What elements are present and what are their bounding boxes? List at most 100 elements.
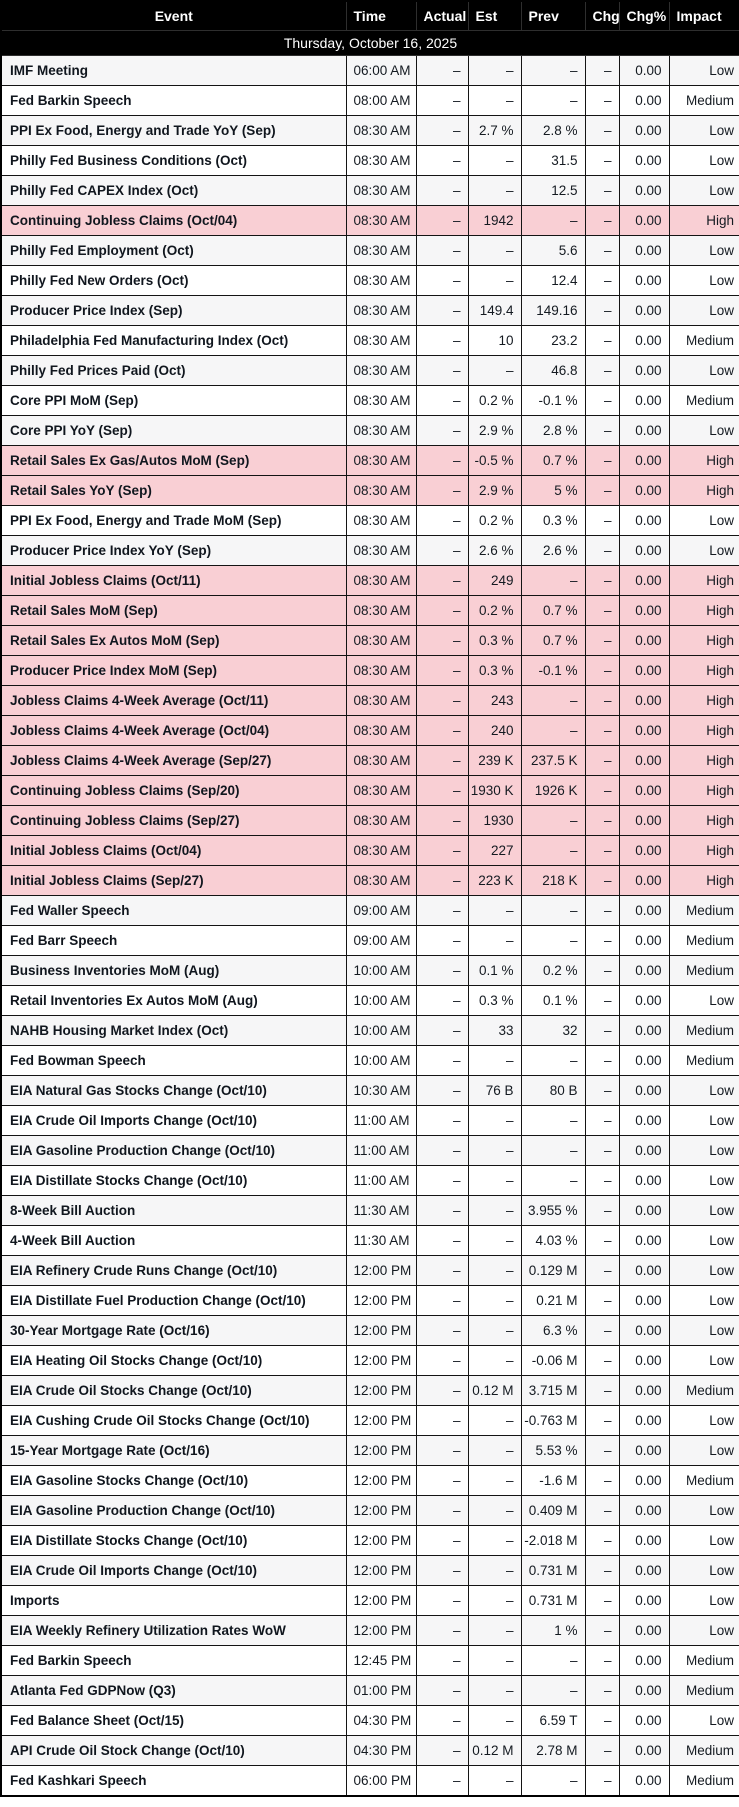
table-row[interactable]: EIA Weekly Refinery Utilization Rates Wo… [0,1615,739,1646]
actual-cell: – [415,1015,469,1046]
table-row[interactable]: Philly Fed Prices Paid (Oct) 08:30 AM – –46… [0,355,739,386]
table-row[interactable]: Imports 12:00 PM – –0.731 M –0.00 Low [0,1585,739,1616]
table-row[interactable]: EIA Distillate Fuel Production Change (O… [0,1285,739,1316]
impact-cell: Medium [668,1765,739,1797]
table-row[interactable]: Jobless Claims 4-Week Average (Sep/27) 08… [0,745,739,776]
table-row[interactable]: 30-Year Mortgage Rate (Oct/16) 12:00 PM – –… [0,1315,739,1346]
table-row[interactable]: Philly Fed CAPEX Index (Oct) 08:30 AM – –12… [0,175,739,206]
time-cell: 11:00 AM [345,1165,417,1196]
table-row[interactable]: EIA Natural Gas Stocks Change (Oct/10) 10… [0,1075,739,1106]
table-row[interactable]: Continuing Jobless Claims (Sep/20) 08:30 … [0,775,739,806]
table-row[interactable]: NAHB Housing Market Index (Oct) 10:00 AM –… [0,1015,739,1046]
table-row[interactable]: Producer Price Index (Sep) 08:30 AM –149.4… [0,295,739,326]
table-row[interactable]: 8-Week Bill Auction 11:30 AM – –3.955 % –0.0… [0,1195,739,1226]
chg_pct-cell: 0.00 [618,1375,670,1406]
est-cell: – [467,1135,522,1166]
table-row[interactable]: Fed Balance Sheet (Oct/15) 04:30 PM – –6.59… [0,1705,739,1736]
table-row[interactable]: Atlanta Fed GDPNow (Q3) 01:00 PM – – – –0.00 M… [0,1675,739,1706]
table-row[interactable]: EIA Distillate Stocks Change (Oct/10) 11:… [0,1165,739,1196]
prev-cell: – [520,55,586,86]
impact-cell: Medium [668,1375,739,1406]
table-row[interactable]: API Crude Oil Stock Change (Oct/10) 04:30… [0,1735,739,1766]
table-row[interactable]: Fed Barkin Speech 12:45 PM – – – –0.00 Medium [0,1645,739,1676]
time-cell: 12:00 PM [345,1615,417,1646]
table-row[interactable]: EIA Gasoline Stocks Change (Oct/10) 12:00… [0,1465,739,1496]
table-row[interactable]: Philly Fed Business Conditions (Oct) 08:3… [0,145,739,176]
table-row[interactable]: Fed Barr Speech 09:00 AM – – – –0.00 Medium [0,925,739,956]
chg_pct-cell: 0.00 [618,445,670,476]
table-row[interactable]: Initial Jobless Claims (Oct/04) 08:30 AM –… [0,835,739,866]
chg_pct-cell: 0.00 [618,1555,670,1586]
table-row[interactable]: 15-Year Mortgage Rate (Oct/16) 12:00 PM – –… [0,1435,739,1466]
impact-cell: High [668,745,739,776]
prev-cell: 5.6 [520,235,586,266]
table-row[interactable]: EIA Distillate Stocks Change (Oct/10) 12:… [0,1525,739,1556]
actual-cell: – [415,475,469,506]
event-cell: Imports [0,1585,347,1616]
table-row[interactable]: Retail Sales Ex Gas/Autos MoM (Sep) 08:30… [0,445,739,476]
est-cell: 223 K [467,865,522,896]
table-row[interactable]: Producer Price Index MoM (Sep) 08:30 AM –0… [0,655,739,686]
table-row[interactable]: Initial Jobless Claims (Oct/11) 08:30 AM –… [0,565,739,596]
time-cell: 08:30 AM [345,325,417,356]
event-cell: Fed Kashkari Speech [0,1765,347,1797]
actual-cell: – [415,205,469,236]
prev-cell: 0.731 M [520,1585,586,1616]
time-cell: 08:30 AM [345,145,417,176]
prev-cell: 12.4 [520,265,586,296]
table-row[interactable]: Core PPI MoM (Sep) 08:30 AM –0.2 % -0.1 % –0… [0,385,739,416]
table-row[interactable]: Fed Kashkari Speech 06:00 PM – – – –0.00 Mediu… [0,1765,739,1797]
event-cell: Initial Jobless Claims (Sep/27) [0,865,347,896]
est-cell: – [467,1645,522,1676]
table-row[interactable]: Philly Fed New Orders (Oct) 08:30 AM – –12.… [0,265,739,296]
table-row[interactable]: EIA Cushing Crude Oil Stocks Change (Oct… [0,1405,739,1436]
table-row[interactable]: Producer Price Index YoY (Sep) 08:30 AM –2… [0,535,739,566]
table-row[interactable]: Jobless Claims 4-Week Average (Oct/11) 08… [0,685,739,716]
chg-cell: – [584,1675,620,1706]
actual-cell: – [415,1435,469,1466]
prev-cell: 0.1 % [520,985,586,1016]
event-cell: Producer Price Index YoY (Sep) [0,535,347,566]
table-row[interactable]: EIA Heating Oil Stocks Change (Oct/10) 12… [0,1345,739,1376]
table-row[interactable]: Continuing Jobless Claims (Sep/27) 08:30 … [0,805,739,836]
table-row[interactable]: EIA Refinery Crude Runs Change (Oct/10) 1… [0,1255,739,1286]
table-row[interactable]: Business Inventories MoM (Aug) 10:00 AM –0… [0,955,739,986]
event-cell: EIA Cushing Crude Oil Stocks Change (Oct… [0,1405,347,1436]
table-row[interactable]: Philly Fed Employment (Oct) 08:30 AM – –5.6… [0,235,739,266]
table-row[interactable]: Fed Bowman Speech 10:00 AM – – – –0.00 Medium [0,1045,739,1076]
chg_pct-cell: 0.00 [618,1015,670,1046]
time-cell: 08:30 AM [345,415,417,446]
prev-cell: 218 K [520,865,586,896]
table-row[interactable]: Retail Sales MoM (Sep) 08:30 AM –0.2 % 0.7 … [0,595,739,626]
table-row[interactable]: Fed Waller Speech 09:00 AM – – – –0.00 Medium [0,895,739,926]
table-row[interactable]: EIA Crude Oil Imports Change (Oct/10) 11:… [0,1105,739,1136]
table-row[interactable]: Philadelphia Fed Manufacturing Index (Oc… [0,325,739,356]
impact-cell: Medium [668,85,739,116]
table-row[interactable]: Retail Sales YoY (Sep) 08:30 AM –2.9 % 5 % –… [0,475,739,506]
table-row[interactable]: IMF Meeting 06:00 AM – – – –0.00 Low [0,55,739,86]
chg_pct-cell: 0.00 [618,895,670,926]
table-row[interactable]: EIA Crude Oil Imports Change (Oct/10) 12:… [0,1555,739,1586]
chg-cell: – [584,265,620,296]
table-row[interactable]: Retail Sales Ex Autos MoM (Sep) 08:30 AM –… [0,625,739,656]
est-cell: 0.12 M [467,1735,522,1766]
table-row[interactable]: EIA Gasoline Production Change (Oct/10) 1… [0,1135,739,1166]
table-row[interactable]: PPI Ex Food, Energy and Trade YoY (Sep) 0… [0,115,739,146]
table-row[interactable]: Continuing Jobless Claims (Oct/04) 08:30 … [0,205,739,236]
chg_pct-cell: 0.00 [618,85,670,116]
time-cell: 11:30 AM [345,1225,417,1256]
prev-cell: – [520,895,586,926]
table-row[interactable]: Jobless Claims 4-Week Average (Oct/04) 08… [0,715,739,746]
time-cell: 08:00 AM [345,85,417,116]
table-row[interactable]: Initial Jobless Claims (Sep/27) 08:30 AM –… [0,865,739,896]
table-row[interactable]: EIA Crude Oil Stocks Change (Oct/10) 12:0… [0,1375,739,1406]
table-row[interactable]: Retail Inventories Ex Autos MoM (Aug) 10:… [0,985,739,1016]
est-cell: – [467,1405,522,1436]
table-row[interactable]: PPI Ex Food, Energy and Trade MoM (Sep) 0… [0,505,739,536]
table-row[interactable]: Core PPI YoY (Sep) 08:30 AM –2.9 % 2.8 % –0.… [0,415,739,446]
table-row[interactable]: 4-Week Bill Auction 11:30 AM – –4.03 % –0.00… [0,1225,739,1256]
chg_pct-cell: 0.00 [618,685,670,716]
est-cell: 2.9 % [467,415,522,446]
table-row[interactable]: EIA Gasoline Production Change (Oct/10) 1… [0,1495,739,1526]
table-row[interactable]: Fed Barkin Speech 08:00 AM – – – –0.00 Medium [0,85,739,116]
